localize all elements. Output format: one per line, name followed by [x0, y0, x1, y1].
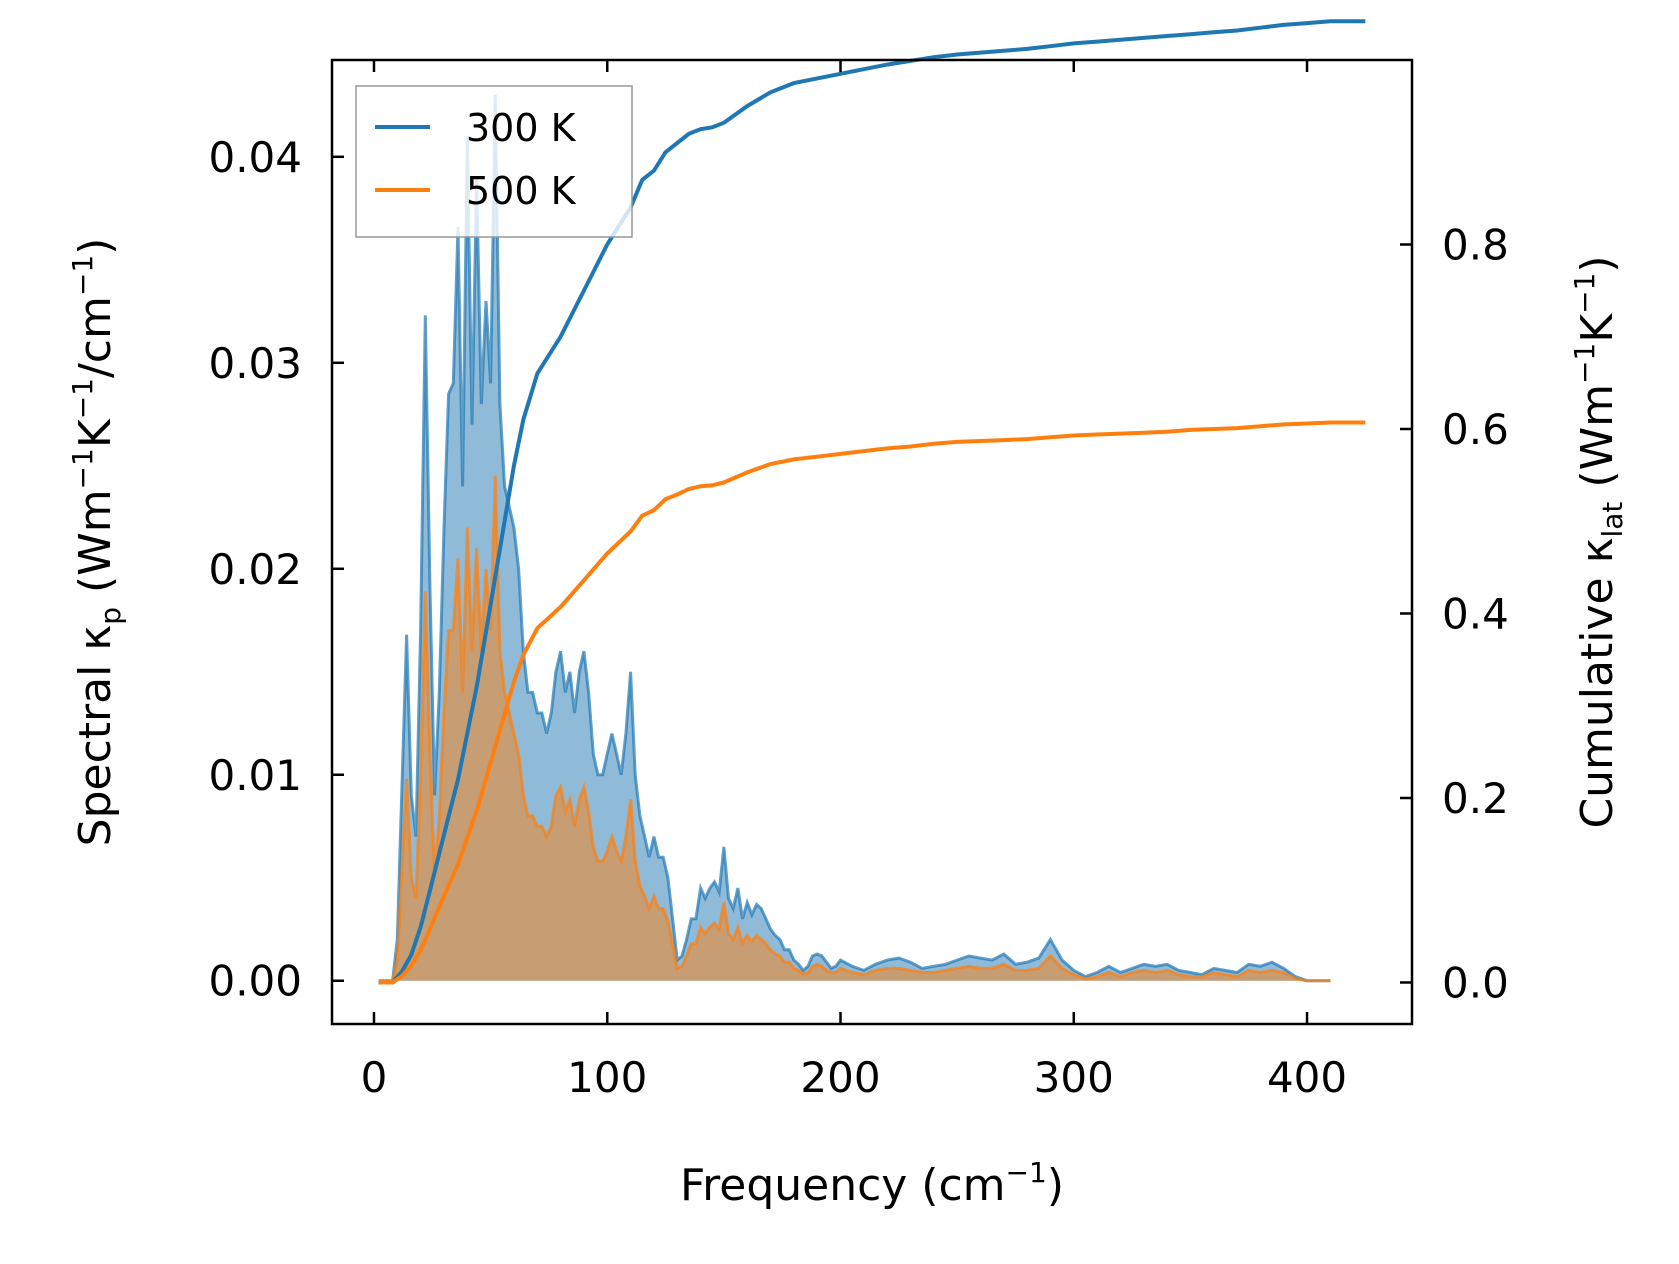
y-left-tick-label: 0.04	[208, 133, 302, 182]
plot-frame	[330, 58, 1414, 1026]
legend-label-500k: 500 K	[466, 169, 577, 213]
y-left-tick-label: 0.03	[208, 339, 302, 388]
x-tick-label: 0	[361, 1053, 388, 1102]
y-right-tick-label: 0.4	[1442, 589, 1509, 638]
cumulative-line-300k	[378, 19, 1366, 985]
y-right-tick-label: 0.6	[1442, 405, 1509, 454]
x-tick-label: 300	[1034, 1053, 1114, 1102]
spectral-line-500k	[378, 476, 1331, 983]
legend-label-300k: 300 K	[466, 106, 577, 150]
y-left-tick-label: 0.00	[208, 957, 302, 1006]
x-tick-label: 400	[1267, 1053, 1347, 1102]
ticks: 0 100 200 300 400 0.00 0.01 0.02 0.03 0.04 0.0 0.2 0…	[208, 60, 1509, 1102]
cumulative-line-500k	[378, 420, 1366, 985]
plot-area	[378, 19, 1366, 985]
spectral-line-300k	[378, 94, 1331, 983]
y-axis-right-label: Cumulative κlat (Wm−1K−1)	[1568, 255, 1629, 828]
y-right-tick-label: 0.0	[1442, 958, 1509, 1007]
x-tick-label: 200	[800, 1053, 880, 1102]
legend-box	[355, 85, 633, 238]
y-left-tick-label: 0.02	[208, 545, 302, 594]
x-tick-label: 100	[567, 1053, 647, 1102]
y-right-tick-label: 0.2	[1442, 774, 1509, 823]
legend: 300 K 500 K	[355, 85, 633, 238]
y-axis-left-label: Spectral κp (Wm−1K−1/cm−1)	[66, 238, 127, 847]
x-axis-label: Frequency (cm−1)	[680, 1156, 1064, 1211]
y-left-tick-label: 0.01	[208, 751, 302, 800]
y-right-tick-label: 0.8	[1442, 220, 1509, 269]
